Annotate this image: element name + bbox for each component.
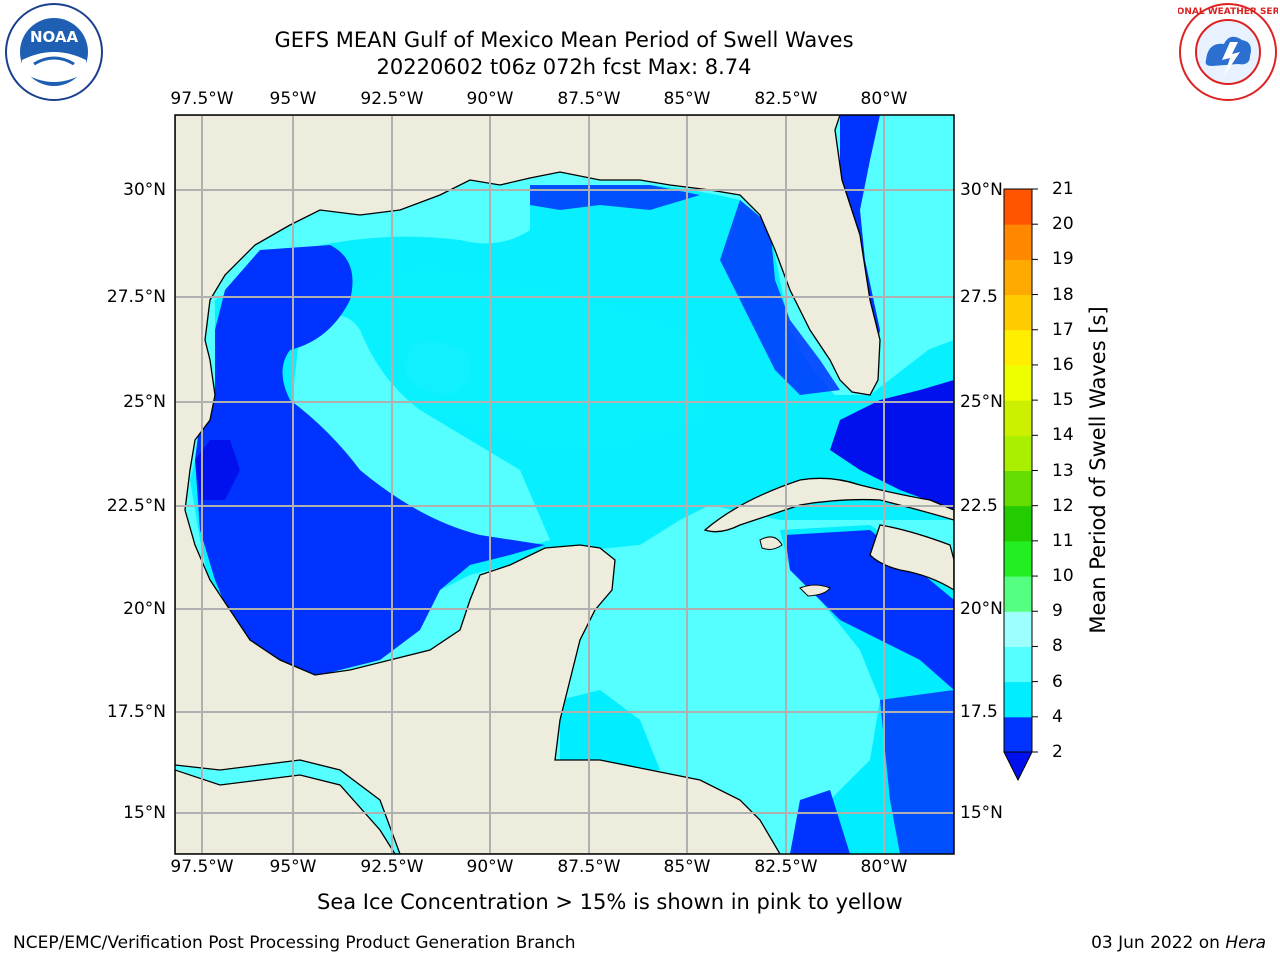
colorbar-tick-label: 14 xyxy=(1052,425,1074,446)
colorbar-tick-label: 13 xyxy=(1052,460,1074,481)
lon-tick-label: 80°W xyxy=(860,857,908,877)
lat-tick-label: 22.5°N xyxy=(106,496,166,516)
colorbar-segment xyxy=(1004,611,1032,647)
colorbar-title: Mean Period of Swell Waves [s] xyxy=(1086,306,1110,634)
chart-subtitle: 20220602 t06z 072h fcst Max: 8.74 xyxy=(376,55,752,79)
colorbar-segment xyxy=(1004,716,1032,753)
colorbar-segment xyxy=(1004,189,1032,225)
colorbar-tick-label: 20 xyxy=(1052,214,1074,235)
lon-tick-label: 95°W xyxy=(269,857,317,877)
colorbar-tick-label: 16 xyxy=(1052,354,1074,375)
colorbar-segment xyxy=(1004,540,1032,577)
colorbar-tick-label: 6 xyxy=(1052,671,1063,692)
lat-tick-label: 20°N xyxy=(960,599,1003,619)
colorbar-tick-label: 18 xyxy=(1052,284,1074,305)
colorbar-tick-label: 15 xyxy=(1052,390,1074,411)
colorbar-tick-label: 2 xyxy=(1052,742,1063,762)
colorbar-segment xyxy=(1004,224,1032,260)
lon-tick-label: 90°W xyxy=(466,857,514,877)
svg-text:NOAA: NOAA xyxy=(30,28,79,46)
lat-tick-label: 27.5°N xyxy=(106,287,166,307)
noaa-logo: NOAA xyxy=(4,2,104,106)
lon-tick-label: 87.5°W xyxy=(557,89,621,109)
lat-tick-label: 27.5 xyxy=(960,287,998,307)
colorbar-segment xyxy=(1004,435,1032,471)
land-jamaica xyxy=(799,584,831,597)
colorbar-tick-label: 8 xyxy=(1052,636,1063,657)
nws-logo: NATIONAL WEATHER SERVICE xyxy=(1153,2,1280,106)
lat-tick-label: 22.5 xyxy=(960,496,998,516)
band-2-4-west xyxy=(195,245,545,675)
colorbar-segment xyxy=(1004,364,1032,401)
lat-tick-label: 30°N xyxy=(123,180,166,200)
colorbar-tick-label: 12 xyxy=(1052,495,1074,516)
footer-branch: NCEP/EMC/Verification Post Processing Pr… xyxy=(13,933,576,953)
map-frame xyxy=(174,114,955,855)
coastlines xyxy=(175,115,954,854)
colorbar-segment xyxy=(1004,646,1032,683)
lon-tick-label: 82.5°W xyxy=(754,89,818,109)
chart-title: GEFS MEAN Gulf of Mexico Mean Period of … xyxy=(274,28,854,52)
lat-tick-label: 25°N xyxy=(123,392,166,412)
lon-tick-label: 97.5°W xyxy=(170,89,234,109)
lon-tick-label: 87.5°W xyxy=(557,857,621,877)
lon-tick-label: 85°W xyxy=(663,857,711,877)
lat-tick-label: 15°N xyxy=(960,803,1003,823)
colorbar-segment xyxy=(1004,505,1032,542)
colorbar-tick-label: 17 xyxy=(1052,319,1074,340)
colorbar-tick-label: 21 xyxy=(1052,179,1074,199)
caribbean-blue-south xyxy=(790,790,850,854)
atlantic-cyan xyxy=(840,115,954,360)
lon-tick-label: 85°W xyxy=(663,89,711,109)
colorbar-segment xyxy=(1004,329,1032,366)
colorbar-tick-label: 11 xyxy=(1052,530,1074,551)
lat-tick-label: 15°N xyxy=(123,803,166,823)
lat-tick-label: 25°N xyxy=(960,392,1003,412)
lat-tick-label: 17.5 xyxy=(960,702,998,722)
deep-blue-patch xyxy=(195,440,240,500)
colorbar-segment xyxy=(1004,576,1032,612)
colorbar-tick-label: 19 xyxy=(1052,249,1074,270)
colorbar xyxy=(1003,188,1038,782)
footer-date-text: 03 Jun 2022 on xyxy=(1091,933,1226,953)
colorbar-segment xyxy=(1004,470,1032,507)
colorbar-segment xyxy=(1004,681,1032,718)
lon-tick-label: 80°W xyxy=(860,89,908,109)
footer-machine: Hera xyxy=(1225,933,1266,953)
lat-tick-label: 20°N xyxy=(123,599,166,619)
colorbar-tick-label: 4 xyxy=(1052,706,1063,727)
land-hispaniola xyxy=(869,524,954,591)
footer-date: 03 Jun 2022 on Hera xyxy=(1091,933,1266,953)
lat-tick-label: 30°N xyxy=(960,180,1003,200)
svg-text:NATIONAL WEATHER SERVICE: NATIONAL WEATHER SERVICE xyxy=(1178,7,1278,17)
colorbar-segment xyxy=(1004,294,1032,331)
colorbar-tick-label: 9 xyxy=(1052,601,1063,622)
lon-tick-label: 92.5°W xyxy=(360,857,424,877)
bahamas-blue xyxy=(830,380,954,510)
ice-note: Sea Ice Concentration > 15% is shown in … xyxy=(317,890,903,914)
graticule xyxy=(175,115,954,854)
lon-tick-label: 92.5°W xyxy=(360,89,424,109)
land-isla xyxy=(759,536,783,550)
lon-tick-label: 90°W xyxy=(466,89,514,109)
lat-tick-label: 17.5°N xyxy=(106,702,166,722)
colorbar-segment xyxy=(1004,400,1032,436)
lon-tick-label: 97.5°W xyxy=(170,857,234,877)
band-2-4-north-shelf xyxy=(530,185,700,210)
lon-tick-label: 82.5°W xyxy=(754,857,818,877)
colorbar-under-arrow xyxy=(1003,751,1033,782)
lon-tick-label: 95°W xyxy=(269,89,317,109)
colorbar-segment xyxy=(1004,259,1032,296)
colorbar-tick-label: 10 xyxy=(1052,566,1074,587)
